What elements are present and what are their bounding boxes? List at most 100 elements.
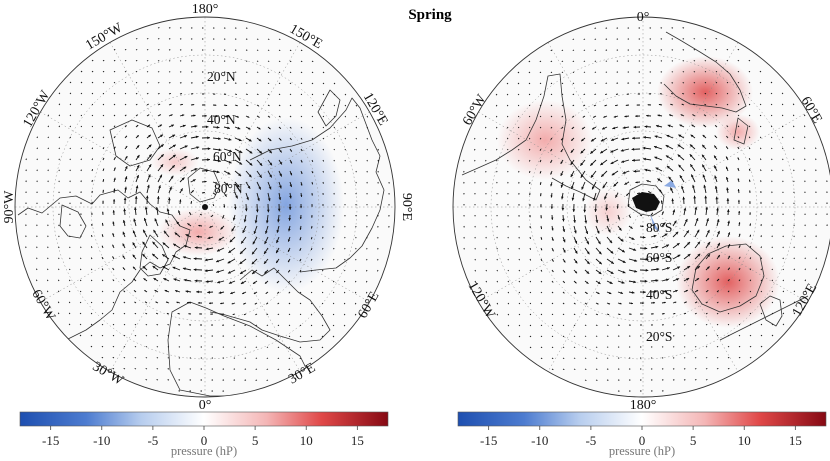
wind-arrow-head [204, 114, 207, 118]
wind-arrow-head [216, 259, 219, 263]
wind-arrow-head [621, 137, 625, 141]
wind-arrow-head [113, 313, 114, 314]
wind-arrow-head [633, 169, 637, 173]
wind-arrow-head [355, 237, 357, 239]
wind-arrow-head [235, 71, 237, 73]
wind-arrow-head [644, 279, 648, 283]
wind-arrow-head [244, 368, 246, 370]
wind-arrow-head [204, 180, 207, 183]
wind-arrow-head [668, 176, 672, 180]
wind-arrow-head [657, 114, 660, 117]
wind-arrow-head [112, 199, 116, 202]
wind-arrow-head [726, 71, 728, 72]
wind-arrow-head [619, 302, 622, 305]
wind-arrow-head [355, 226, 357, 228]
wind-arrow-head [112, 256, 114, 258]
wind-arrow-head [749, 212, 751, 214]
wind-arrow-head [660, 82, 662, 84]
colorbar-south-ramp [457, 411, 827, 427]
north-wind-vectors [25, 27, 390, 392]
wind-arrow-head [277, 358, 279, 359]
wind-arrow-head [159, 114, 161, 116]
wind-arrow-head [25, 224, 27, 226]
wind-arrow-head [48, 125, 49, 127]
wind-arrow-head [596, 379, 598, 381]
wind-arrow-head [80, 279, 81, 281]
wind-arrow-head [593, 105, 596, 106]
colorbar-tick-label: -5 [147, 433, 158, 448]
wind-arrow-head [805, 279, 806, 281]
wind-arrow-head [738, 233, 741, 236]
wind-arrow-head [529, 83, 530, 84]
wind-arrow-head [652, 313, 654, 315]
wind-arrow-head [166, 301, 168, 304]
wind-arrow-head [300, 292, 301, 294]
wind-arrow-head [236, 104, 238, 107]
wind-arrow-head [550, 149, 552, 152]
wind-arrow-head [716, 219, 720, 222]
wind-arrow-head [268, 38, 270, 40]
wind-arrow-head [101, 245, 104, 247]
wind-arrow-head [289, 325, 290, 326]
wind-arrow-head [563, 249, 566, 253]
wind-arrow-head [240, 281, 244, 284]
wind-arrow-head [266, 379, 268, 381]
wind-arrow-head [58, 158, 60, 160]
wind-arrow-head [222, 335, 224, 337]
wind-arrow-head [638, 49, 640, 51]
wind-arrow-head [597, 303, 599, 305]
wind-arrow-head [266, 358, 268, 359]
wind-arrow-head [602, 185, 606, 189]
wind-arrow-head [653, 234, 657, 238]
wind-arrow-head [608, 291, 612, 294]
wind-arrow-head [616, 38, 618, 40]
wind-arrow-head [323, 127, 324, 128]
wind-arrow-head [311, 281, 312, 283]
wind-arrow-head [277, 369, 279, 370]
wind-arrow-head [782, 136, 783, 138]
wind-arrow-head [345, 116, 346, 118]
wind-arrow-head [191, 38, 193, 40]
wind-arrow-head [687, 266, 690, 269]
wind-arrow-head [70, 147, 71, 149]
wind-arrow-head [552, 358, 554, 359]
wind-arrow-head [529, 183, 531, 184]
wind-arrow-head [125, 71, 127, 72]
wind-arrow-head [253, 231, 257, 234]
wind-arrow-head [216, 170, 220, 174]
wind-arrow-head [181, 93, 182, 95]
wind-arrow-head [244, 335, 246, 337]
wind-arrow-head [507, 149, 508, 151]
wind-arrow-head [760, 202, 762, 203]
south-map-boundary [452, 16, 830, 398]
africa-coast [663, 31, 747, 113]
wind-arrow-head [158, 82, 160, 83]
wind-arrow-head [113, 177, 116, 180]
wind-arrow-head [356, 116, 357, 118]
wind-arrow-head [605, 27, 607, 29]
wind-arrow-head [252, 271, 255, 274]
wind-arrow-head [226, 115, 229, 118]
wind-arrow-head [322, 171, 324, 173]
wind-arrow-head [103, 147, 104, 149]
wind-arrow-head [572, 72, 574, 73]
wind-arrow-head [366, 149, 368, 151]
wind-arrow-head [605, 71, 607, 73]
wind-arrow-head [264, 251, 267, 254]
wind-arrow-head [222, 368, 224, 370]
wind-arrow-head [377, 226, 379, 228]
wind-arrow-head [560, 184, 564, 188]
wind-arrow-head [193, 257, 197, 261]
wind-arrow-head [167, 357, 169, 359]
wind-arrow-head [552, 270, 554, 272]
wind-arrow-head [377, 204, 379, 206]
wind-arrow-head [760, 126, 761, 127]
wind-arrow-head [276, 230, 280, 233]
wind-arrow-head [299, 217, 302, 219]
wind-arrow-head [815, 257, 817, 259]
wind-arrow-head [300, 314, 301, 315]
wind-arrow-head [804, 180, 806, 182]
wind-arrow-head [598, 241, 601, 245]
wind-arrow-head [826, 224, 828, 226]
wind-arrow-head [717, 357, 719, 358]
